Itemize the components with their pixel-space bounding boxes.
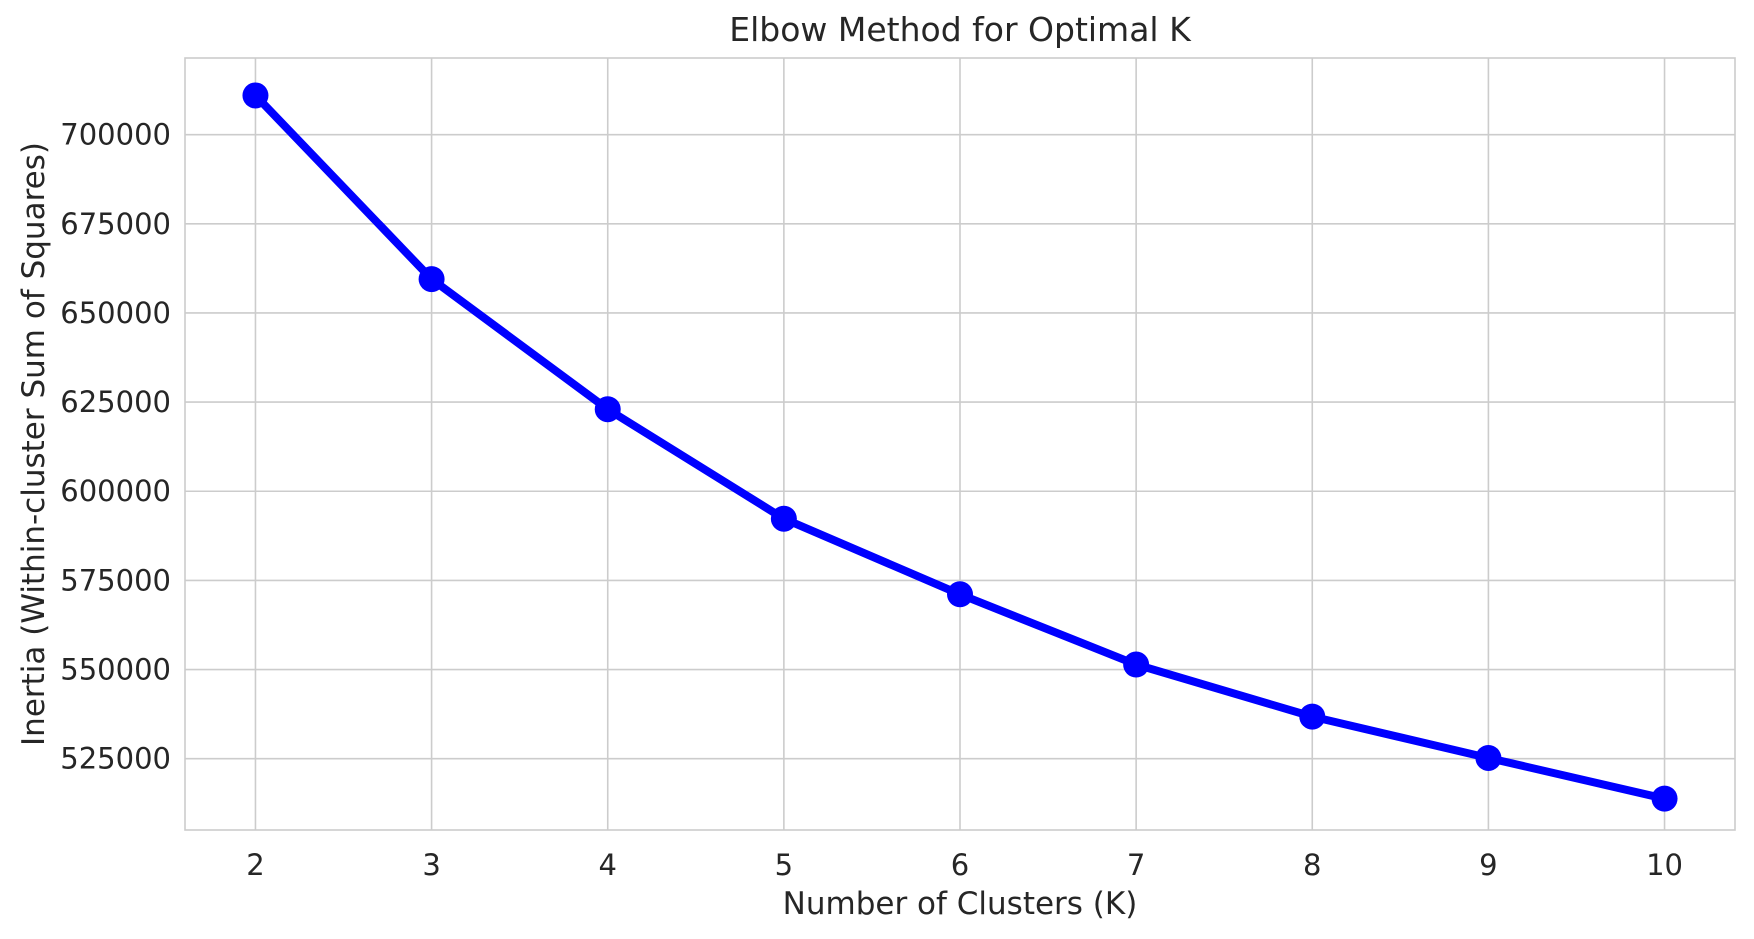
data-point-k8 bbox=[1299, 703, 1326, 730]
x-tick-label: 2 bbox=[246, 848, 264, 882]
grid-lines bbox=[185, 58, 1735, 830]
data-point-k3 bbox=[418, 266, 445, 293]
data-point-k2 bbox=[242, 82, 269, 109]
tick-labels: 2 3 4 5 6 7 8 9 10 525000 550000 575000 600000 625000… bbox=[60, 118, 1683, 882]
data-point-k9 bbox=[1475, 744, 1502, 771]
x-tick-label: 4 bbox=[599, 848, 617, 882]
x-tick-label: 10 bbox=[1646, 848, 1683, 882]
x-tick-label: 3 bbox=[422, 848, 440, 882]
y-tick-label: 550000 bbox=[60, 653, 171, 687]
y-tick-label: 625000 bbox=[60, 385, 171, 419]
data-point-k5 bbox=[770, 505, 797, 532]
y-tick-label: 525000 bbox=[60, 742, 171, 776]
y-tick-label: 675000 bbox=[60, 207, 171, 241]
plot-border bbox=[184, 57, 1736, 831]
y-tick-label: 575000 bbox=[60, 563, 171, 597]
y-tick-label: 650000 bbox=[60, 296, 171, 330]
data-point-k6 bbox=[947, 581, 973, 608]
x-axis-label: Number of Clusters (K) bbox=[783, 886, 1138, 922]
y-tick-label: 700000 bbox=[60, 118, 171, 152]
x-tick-label: 5 bbox=[775, 848, 793, 882]
x-tick-label: 9 bbox=[1479, 848, 1497, 882]
x-tick-label: 8 bbox=[1303, 848, 1321, 882]
data-point-k7 bbox=[1123, 651, 1150, 678]
x-tick-label: 7 bbox=[1127, 848, 1145, 882]
inertia-series bbox=[242, 82, 1678, 812]
axes-spines bbox=[184, 57, 1736, 831]
y-tick-label: 600000 bbox=[60, 474, 171, 508]
chart-title: Elbow Method for Optimal K bbox=[729, 10, 1192, 49]
y-axis-label: Inertia (Within-cluster Sum of Squares) bbox=[16, 142, 52, 746]
data-point-k10 bbox=[1651, 785, 1678, 812]
x-tick-label: 6 bbox=[951, 848, 969, 882]
data-point-k4 bbox=[594, 396, 621, 423]
